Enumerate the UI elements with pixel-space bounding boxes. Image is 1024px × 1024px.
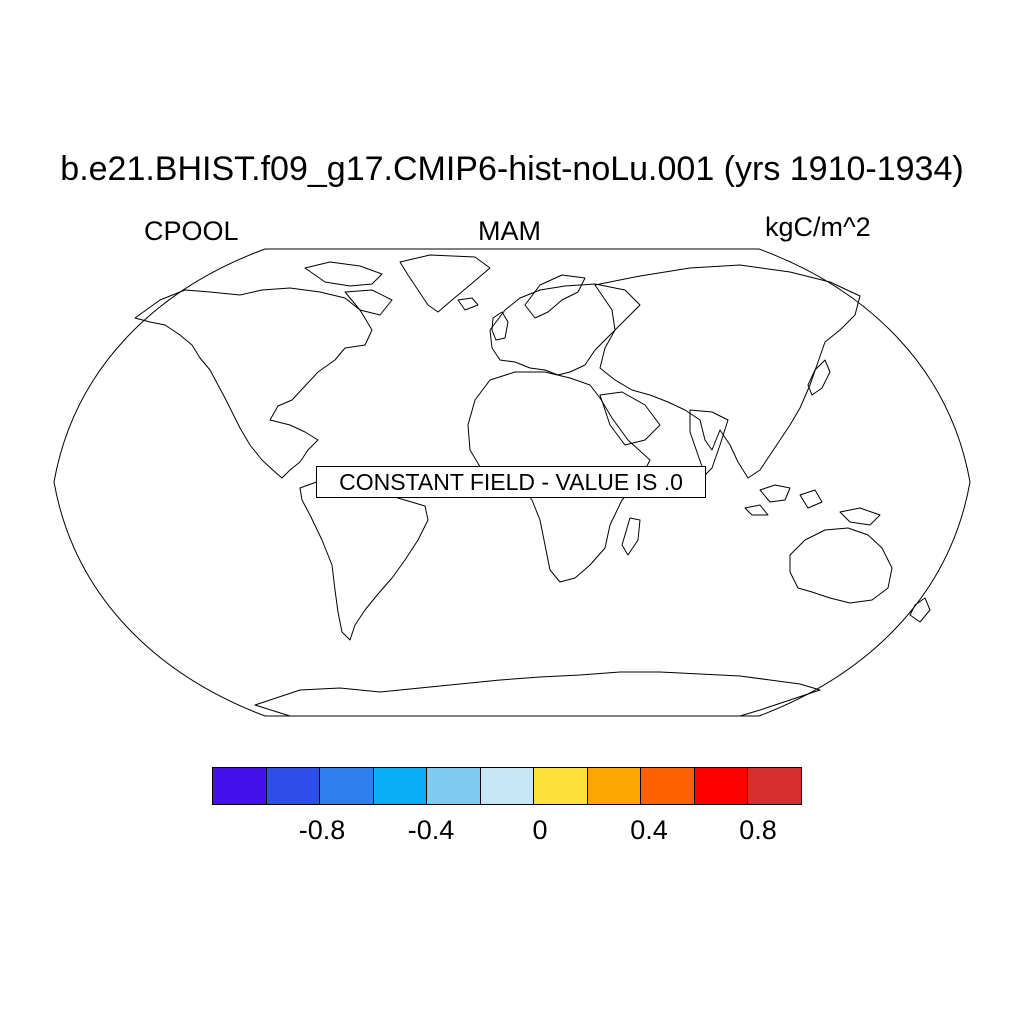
colorbar-tick-label: 0.4 (630, 815, 668, 845)
colorbar-box (372, 767, 428, 805)
north-america-coastline (134, 287, 373, 479)
new-guinea-coastline (839, 507, 881, 526)
colorbar-box (265, 767, 321, 805)
colorbar-box (426, 767, 481, 805)
plot-title: b.e21.BHIST.f09_g17.CMIP6-hist-noLu.001 … (60, 150, 964, 188)
colorbar-tick-label: 0.8 (739, 815, 777, 845)
colorbar-box (479, 767, 535, 805)
arctic-islands-coastline (304, 261, 383, 287)
colorbar-box (319, 767, 374, 805)
season-label: MAM (478, 216, 541, 246)
japan-coastline (807, 359, 831, 396)
colorbar (212, 767, 803, 805)
colorbar-tick-label: 0 (532, 815, 548, 845)
colorbar-tick-label: -0.8 (298, 815, 346, 845)
scandinavia-coastline (524, 274, 586, 319)
variable-label: CPOOL (144, 216, 239, 246)
units-label: kgC/m^2 (765, 212, 871, 242)
colorbar-box (693, 767, 749, 805)
asia-coastline (594, 264, 861, 479)
baffin-island-coastline (344, 289, 393, 316)
south-america-coastline (299, 479, 429, 641)
colorbar-box (586, 767, 642, 805)
new-zealand-coastline (909, 597, 931, 623)
colorbar-box (533, 767, 588, 805)
great-britain-coastline (491, 311, 509, 341)
greenland-coastline (399, 254, 491, 313)
arabia-coastline (599, 391, 661, 446)
antarctica-coastline (254, 671, 821, 717)
constant-field-notice: CONSTANT FIELD - VALUE IS .0 (316, 466, 706, 498)
madagascar-coastline (621, 517, 641, 556)
india-coastline (689, 409, 729, 476)
colorbar-box (747, 767, 803, 805)
colorbar-tick-label: -0.4 (407, 815, 455, 845)
colorbar-box (640, 767, 695, 805)
map-border (53, 248, 971, 717)
australia-coastline (789, 527, 893, 604)
iceland-coastline (457, 297, 479, 311)
indonesia-coastline (744, 484, 823, 516)
colorbar-box (212, 767, 267, 805)
europe-coastline (489, 283, 641, 376)
